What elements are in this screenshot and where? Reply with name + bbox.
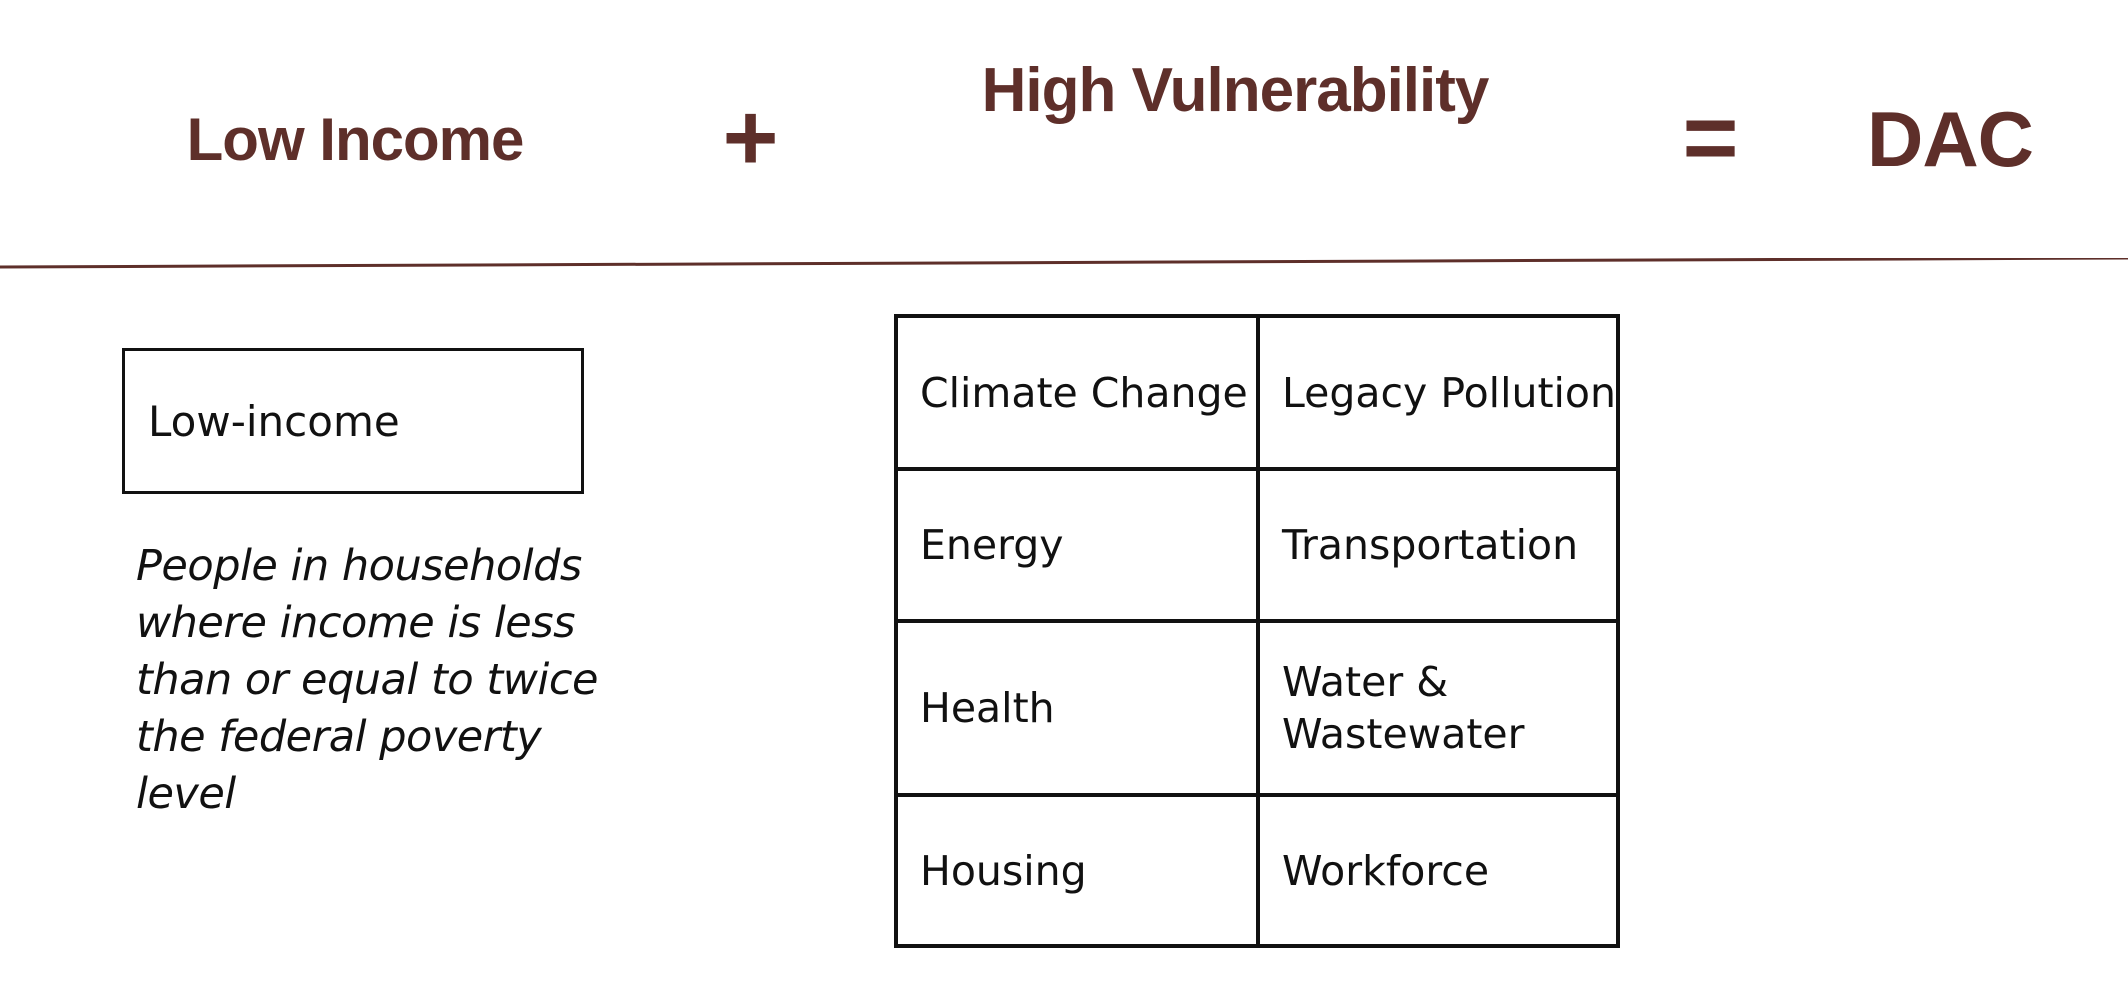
grid-row: Energy Transportation: [894, 467, 1620, 623]
grid-cell-energy: Energy: [894, 467, 1260, 623]
term-dac: DAC: [1867, 95, 2034, 183]
grid-cell-workforce: Workforce: [1256, 793, 1620, 948]
grid-cell-legacy-pollution: Legacy Pollution: [1256, 314, 1620, 471]
grid-row: Housing Workforce: [894, 793, 1620, 948]
equals-operator: =: [1682, 84, 1738, 191]
plus-operator: +: [722, 84, 778, 191]
low-income-description: People in households where income is les…: [136, 541, 598, 819]
term-high-vulnerability: High Vulnerability: [981, 56, 1490, 125]
grid-cell-health: Health: [894, 619, 1260, 797]
low-income-box-label: Low-income: [148, 396, 400, 446]
grid-cell-climate-change: Climate Change: [894, 314, 1260, 471]
header-divider: [0, 258, 2128, 270]
grid-cell-transportation: Transportation: [1256, 467, 1620, 623]
grid-cell-water-wastewater: Water & Wastewater: [1256, 619, 1620, 797]
vulnerability-grid: Climate Change Legacy Pollution Energy T…: [894, 314, 1620, 948]
term-low-income: Low Income: [186, 106, 525, 173]
low-income-box: Low-income: [122, 348, 584, 494]
grid-row: Climate Change Legacy Pollution: [894, 314, 1620, 471]
grid-row: Health Water & Wastewater: [894, 619, 1620, 797]
grid-cell-housing: Housing: [894, 793, 1260, 948]
